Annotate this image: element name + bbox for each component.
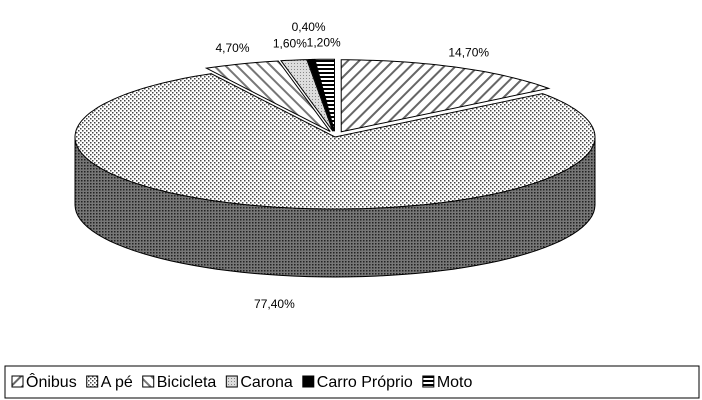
legend-box — [4, 365, 700, 399]
legend-label: Bicicleta — [157, 374, 217, 391]
legend-label: A pé — [101, 374, 133, 391]
slice — [74, 73, 596, 210]
data-label: 77,40% — [254, 297, 295, 311]
data-label: 1,20% — [307, 36, 341, 50]
slice — [340, 59, 551, 133]
legend-swatch — [86, 375, 99, 388]
legend-swatch — [225, 375, 238, 388]
data-label: 0,40% — [292, 20, 326, 34]
legend-swatch — [11, 375, 24, 388]
data-label: 4,70% — [215, 41, 249, 55]
legend: Ônibus A pé Bicicleta Carona Carro Próprio Mo… — [11, 372, 473, 391]
slice — [280, 59, 334, 132]
slice — [307, 58, 335, 132]
legend-swatch — [302, 375, 315, 388]
legend-label: Ônibus — [26, 372, 77, 391]
slice — [204, 60, 331, 132]
slice — [314, 58, 336, 132]
data-label: 14,70% — [448, 45, 489, 59]
legend-label: Carro Próprio — [317, 374, 413, 391]
data-label: 1,60% — [273, 37, 307, 51]
legend-swatch — [142, 375, 155, 388]
legend-swatch — [422, 375, 435, 388]
legend-label: Carona — [240, 374, 293, 391]
legend-label: Moto — [437, 374, 473, 391]
